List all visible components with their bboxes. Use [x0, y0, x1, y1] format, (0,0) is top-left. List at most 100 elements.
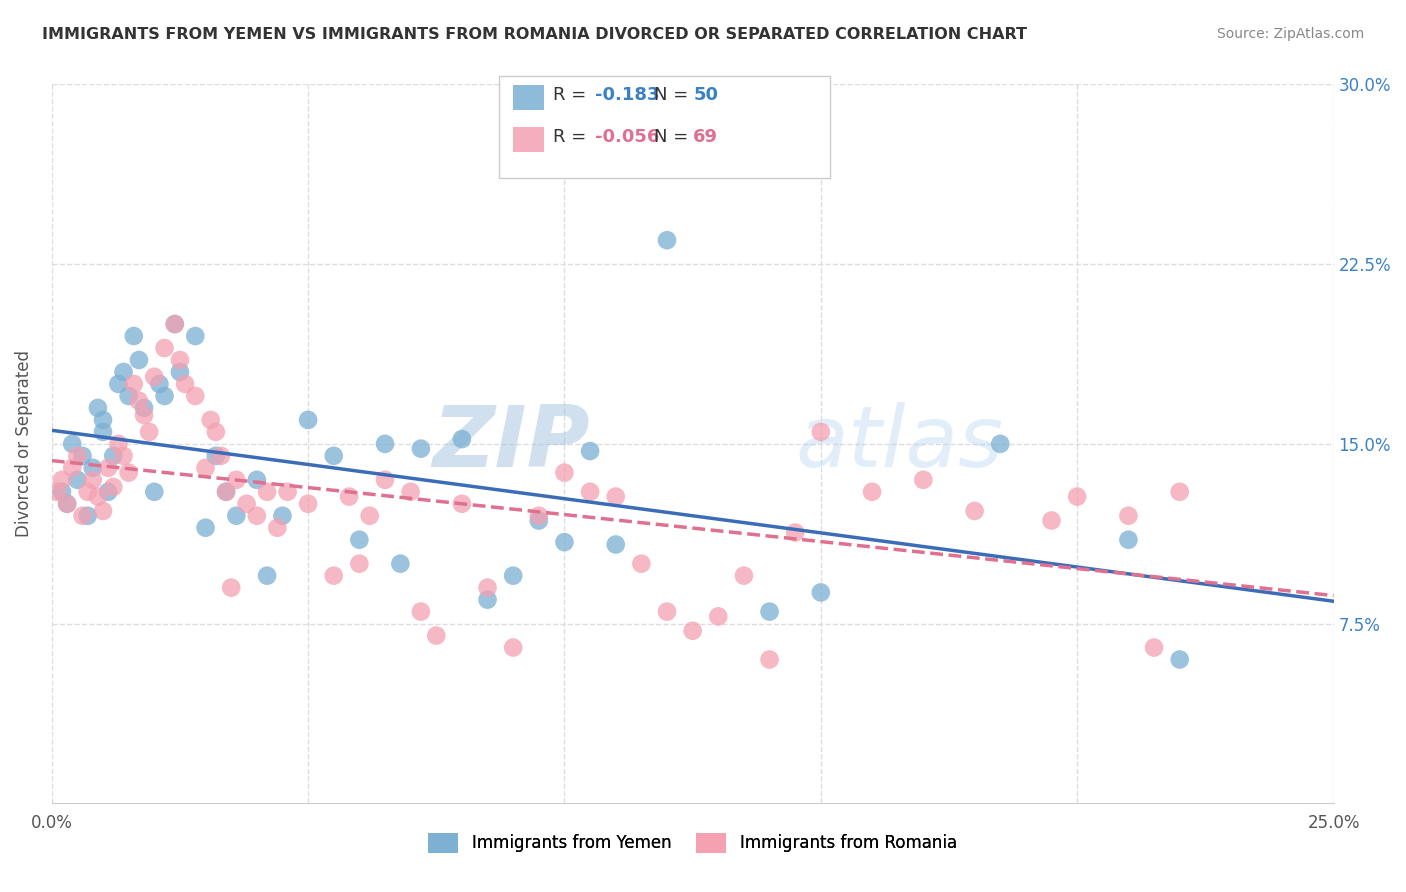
Point — [51, 484, 73, 499]
Point — [132, 401, 155, 415]
Point — [322, 449, 344, 463]
Point — [349, 533, 371, 547]
Point — [107, 437, 129, 451]
Point — [349, 557, 371, 571]
Point — [605, 490, 627, 504]
Point — [1118, 533, 1140, 547]
Point — [204, 425, 226, 439]
Point — [97, 484, 120, 499]
Point — [1168, 484, 1191, 499]
Point — [409, 605, 432, 619]
Point — [66, 473, 89, 487]
Point — [256, 568, 278, 582]
Point — [76, 484, 98, 499]
Point — [860, 484, 883, 499]
Point — [785, 525, 807, 540]
Point — [174, 376, 197, 391]
Point — [103, 480, 125, 494]
Point — [112, 449, 135, 463]
Point — [72, 508, 94, 523]
Point — [810, 425, 832, 439]
Point — [477, 592, 499, 607]
Legend: Immigrants from Yemen, Immigrants from Romania: Immigrants from Yemen, Immigrants from R… — [422, 826, 963, 860]
Point — [169, 353, 191, 368]
Point — [963, 504, 986, 518]
Text: 50: 50 — [693, 87, 718, 104]
Point — [122, 376, 145, 391]
Text: N =: N = — [654, 87, 693, 104]
Point — [87, 401, 110, 415]
Point — [184, 389, 207, 403]
Point — [82, 473, 104, 487]
Point — [235, 497, 257, 511]
Point — [148, 376, 170, 391]
Point — [527, 508, 550, 523]
Point — [194, 521, 217, 535]
Point — [988, 437, 1011, 451]
Text: R =: R = — [553, 87, 592, 104]
Point — [60, 437, 83, 451]
Point — [246, 508, 269, 523]
Point — [128, 353, 150, 368]
Point — [184, 329, 207, 343]
Point — [1040, 514, 1063, 528]
Text: IMMIGRANTS FROM YEMEN VS IMMIGRANTS FROM ROMANIA DIVORCED OR SEPARATED CORRELATI: IMMIGRANTS FROM YEMEN VS IMMIGRANTS FROM… — [42, 27, 1028, 42]
Text: 69: 69 — [693, 128, 718, 146]
Point — [1168, 652, 1191, 666]
Point — [107, 376, 129, 391]
Text: -0.183: -0.183 — [595, 87, 659, 104]
Point — [655, 233, 678, 247]
Point — [579, 484, 602, 499]
Point — [451, 497, 474, 511]
Text: N =: N = — [654, 128, 693, 146]
Point — [605, 537, 627, 551]
Point — [122, 329, 145, 343]
Text: ZIP: ZIP — [433, 402, 591, 485]
Text: Source: ZipAtlas.com: Source: ZipAtlas.com — [1216, 27, 1364, 41]
Point — [219, 581, 242, 595]
Point — [733, 568, 755, 582]
Point — [374, 437, 396, 451]
Point — [103, 449, 125, 463]
Point — [215, 484, 238, 499]
Point — [91, 425, 114, 439]
Text: -0.056: -0.056 — [595, 128, 659, 146]
Point — [143, 369, 166, 384]
Point — [758, 605, 780, 619]
Point — [477, 581, 499, 595]
Point — [502, 640, 524, 655]
Point — [128, 393, 150, 408]
Point — [45, 484, 67, 499]
Point — [451, 432, 474, 446]
Point — [76, 508, 98, 523]
Point — [225, 473, 247, 487]
Point — [502, 568, 524, 582]
Point — [1066, 490, 1088, 504]
Point — [215, 484, 238, 499]
Point — [266, 521, 288, 535]
Point — [194, 460, 217, 475]
Point — [399, 484, 422, 499]
Point — [655, 605, 678, 619]
Point — [277, 484, 299, 499]
Point — [256, 484, 278, 499]
Point — [112, 365, 135, 379]
Point — [91, 504, 114, 518]
Point — [97, 460, 120, 475]
Point — [425, 629, 447, 643]
Point — [359, 508, 381, 523]
Point — [553, 535, 575, 549]
Point — [72, 449, 94, 463]
Point — [707, 609, 730, 624]
Point — [271, 508, 294, 523]
Point — [553, 466, 575, 480]
Y-axis label: Divorced or Separated: Divorced or Separated — [15, 351, 32, 537]
Point — [51, 473, 73, 487]
Point — [163, 317, 186, 331]
Text: R =: R = — [553, 128, 592, 146]
Point — [682, 624, 704, 638]
Point — [337, 490, 360, 504]
Point — [163, 317, 186, 331]
Point — [1143, 640, 1166, 655]
Point — [169, 365, 191, 379]
